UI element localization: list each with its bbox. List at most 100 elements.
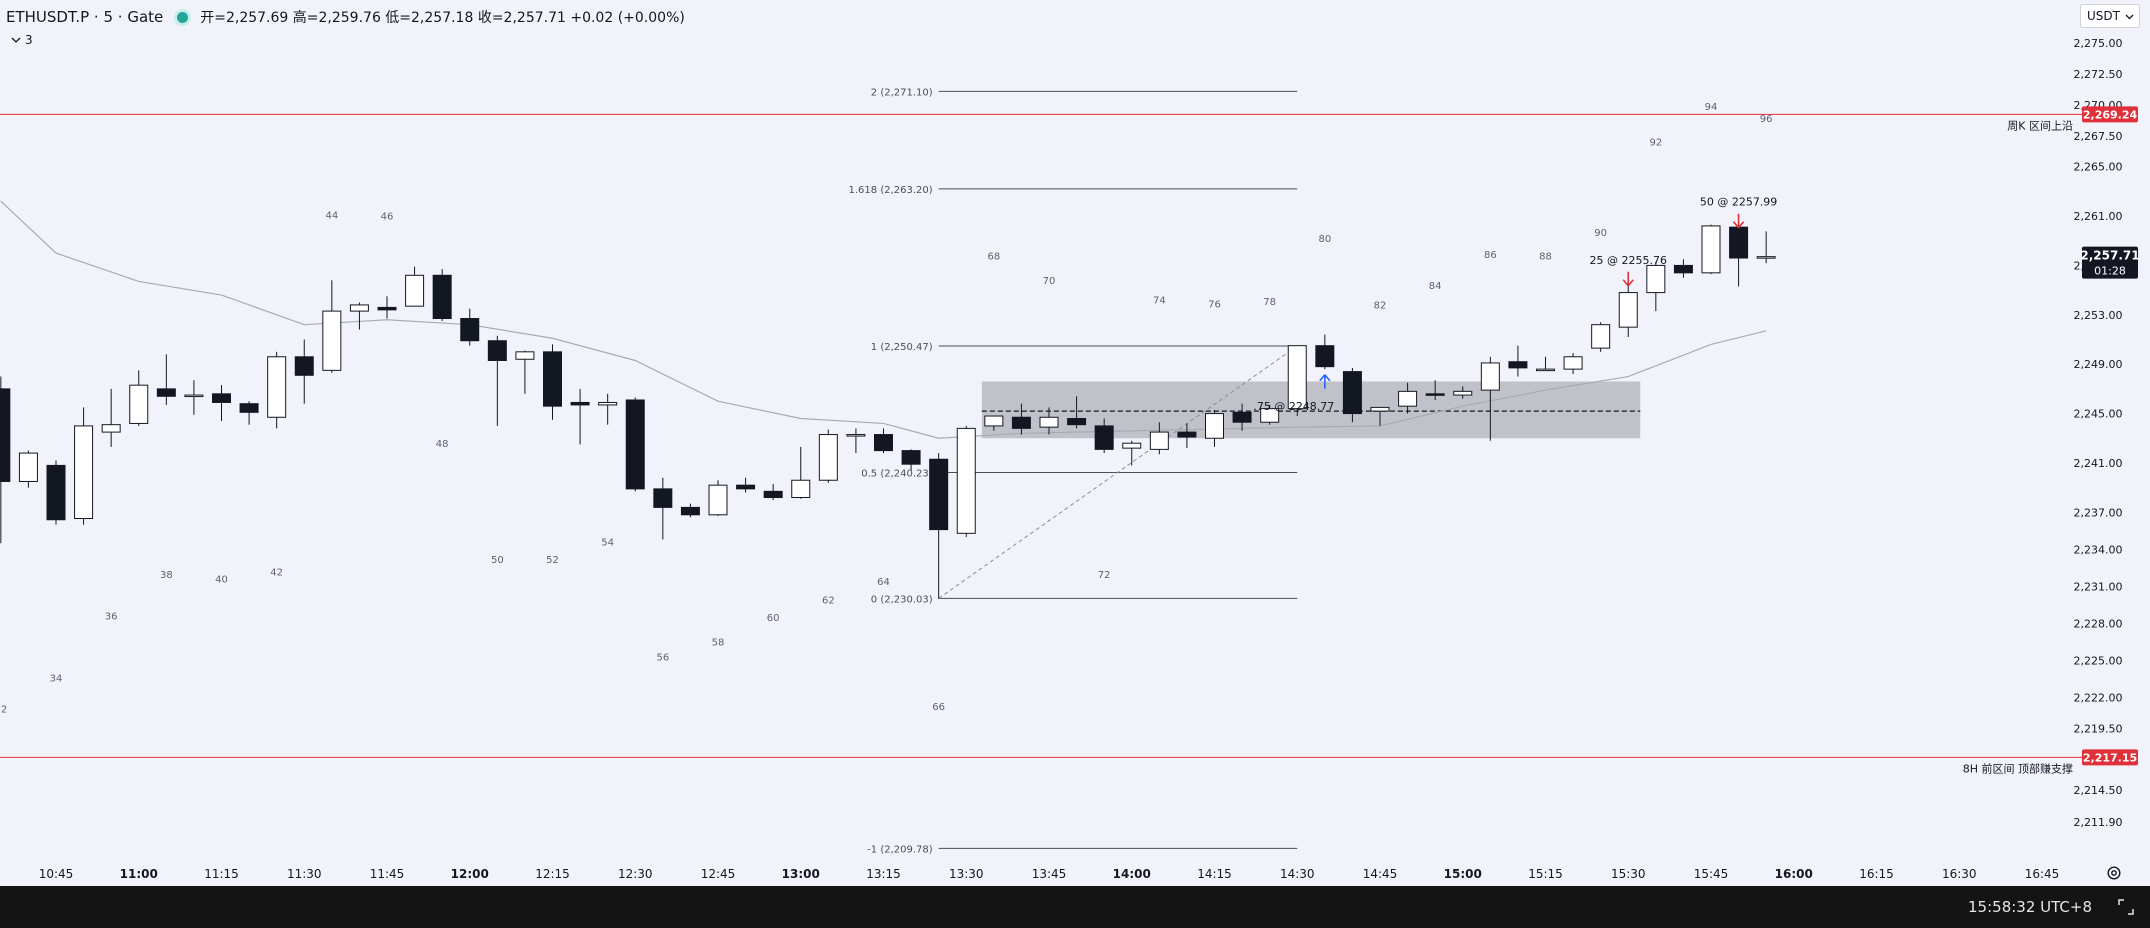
indicators-count: 3 xyxy=(25,33,33,47)
candle-body xyxy=(184,394,204,398)
bar-count-label: 88 xyxy=(1539,251,1552,262)
candle-body xyxy=(929,458,949,531)
candle-body xyxy=(1011,416,1031,429)
candle-body xyxy=(1480,362,1500,391)
fullscreen-icon[interactable] xyxy=(2116,897,2136,917)
settings-gear-icon[interactable] xyxy=(2106,865,2122,881)
candle-body xyxy=(1618,292,1638,328)
fib-level-label: 2 (2,271.10) xyxy=(871,87,933,98)
candle-body xyxy=(46,464,66,521)
bar-count-label: 36 xyxy=(105,612,118,623)
candle-body xyxy=(1342,371,1362,415)
time-tick-label: 13:00 xyxy=(782,867,820,881)
candle-body xyxy=(1701,225,1721,274)
price-tick-label: 2,237.00 xyxy=(2074,506,2123,519)
candle-body xyxy=(680,506,700,516)
candle-body xyxy=(1756,256,1776,259)
bar-count-label: 90 xyxy=(1594,228,1607,239)
candle-body xyxy=(1315,345,1335,368)
bar-count-label: 50 xyxy=(491,555,504,566)
bar-count-label: 84 xyxy=(1429,281,1442,292)
price-tick-label: 2,249.00 xyxy=(2074,358,2123,371)
bar-count-label: 62 xyxy=(822,596,835,607)
level-price-label: 2,269.24 xyxy=(2083,108,2138,121)
bar-count-label: 34 xyxy=(50,673,63,684)
candle-body xyxy=(1260,408,1280,423)
candle-body xyxy=(1646,264,1666,294)
candle-body xyxy=(129,384,149,424)
candle-body xyxy=(487,340,507,361)
candle-body xyxy=(1453,390,1473,396)
current-price-label: 2,257.71 xyxy=(2080,249,2139,263)
bar-count-label: 42 xyxy=(270,567,283,578)
time-tick-label: 15:45 xyxy=(1694,867,1729,881)
candle-body xyxy=(239,403,259,413)
level-price-tag xyxy=(2082,749,2138,766)
bar-count-label: 80 xyxy=(1318,234,1331,245)
candle-body xyxy=(1094,425,1114,450)
candle-body xyxy=(156,388,176,397)
candle-body xyxy=(1536,368,1555,372)
bar-count-label: 72 xyxy=(1098,570,1111,581)
candle-body xyxy=(736,484,756,490)
candle-body xyxy=(543,351,562,407)
price-axis-panel xyxy=(2082,0,2150,886)
currency-selector[interactable]: USDT xyxy=(2080,4,2140,28)
level-price-label: 2,217.15 xyxy=(2083,751,2137,764)
candle-body xyxy=(1425,393,1445,396)
bar-count-label: 86 xyxy=(1484,250,1497,261)
candle-body xyxy=(901,450,921,465)
candle-body xyxy=(653,488,673,508)
candle-body xyxy=(1729,226,1749,259)
symbol-title[interactable]: ETHUSDT.P · 5 · Gate xyxy=(6,8,164,26)
bar-count-label: 32 xyxy=(0,704,7,715)
ohlc-readout: 开=2,257.69 高=2,259.76 低=2,257.18 收=2,257… xyxy=(200,10,685,26)
bar-count-label: 70 xyxy=(1043,276,1056,287)
candle-body xyxy=(874,434,893,452)
bar-count-label: 52 xyxy=(546,555,559,566)
candle-body xyxy=(791,479,811,499)
time-tick-label: 11:00 xyxy=(120,867,158,881)
price-tick-label: 2,214.50 xyxy=(2074,784,2123,797)
candle-body xyxy=(818,434,838,481)
candle-body xyxy=(1205,413,1224,439)
candle-body xyxy=(1563,356,1583,370)
time-tick-label: 16:30 xyxy=(1942,867,1977,881)
price-tick-label: 2,253.00 xyxy=(2074,309,2123,322)
candle-body xyxy=(1591,324,1611,349)
candle-body xyxy=(598,401,618,406)
time-tick-label: 16:15 xyxy=(1859,867,1894,881)
level-note: 周K 区间上沿 xyxy=(2007,119,2073,132)
time-tick-label: 14:30 xyxy=(1280,867,1315,881)
bar-count-label: 64 xyxy=(877,577,890,588)
time-tick-label: 12:45 xyxy=(701,867,736,881)
candle-body xyxy=(349,304,369,312)
time-tick-label: 15:00 xyxy=(1444,867,1482,881)
fib-level-label: 0 (2,230.03) xyxy=(871,594,933,605)
candle-body xyxy=(1370,406,1390,412)
candle-body xyxy=(432,274,452,320)
time-tick-label: 14:45 xyxy=(1363,867,1398,881)
time-tick-label: 15:15 xyxy=(1528,867,1563,881)
zone-label: .75 @ 2248.77 xyxy=(1253,400,1334,413)
price-tick-label: 2,222.00 xyxy=(2074,692,2123,705)
candle-body xyxy=(515,351,535,360)
fib-level-label: 0.5 (2,240.23) xyxy=(861,468,933,479)
price-tick-label: 2,231.00 xyxy=(2074,580,2123,593)
price-tick-label: 2,211.90 xyxy=(2074,816,2123,829)
price-chart[interactable]: 2 (2,271.10) 1.618 (2,263.20) 1 (2,250.47)… xyxy=(0,0,2150,886)
clock-readout[interactable]: 15:58:32 UTC+8 xyxy=(1968,898,2092,916)
price-tick-label: 2,261.00 xyxy=(2074,210,2123,223)
time-tick-label: 16:45 xyxy=(2025,867,2060,881)
price-tick-label: 2,265.00 xyxy=(2074,161,2123,174)
bar-count-label: 56 xyxy=(656,652,669,663)
candle-body xyxy=(267,356,287,418)
candle-body xyxy=(460,318,480,342)
time-tick-label: 16:00 xyxy=(1775,867,1813,881)
indicators-toggle[interactable]: 3 xyxy=(6,31,38,49)
chevron-down-icon xyxy=(2125,14,2134,19)
candle-body xyxy=(1287,345,1307,410)
bar-count-label: 66 xyxy=(932,702,945,713)
price-tick-label: 2,219.50 xyxy=(2074,722,2123,735)
signal-arrow-down-icon xyxy=(1732,213,1745,229)
